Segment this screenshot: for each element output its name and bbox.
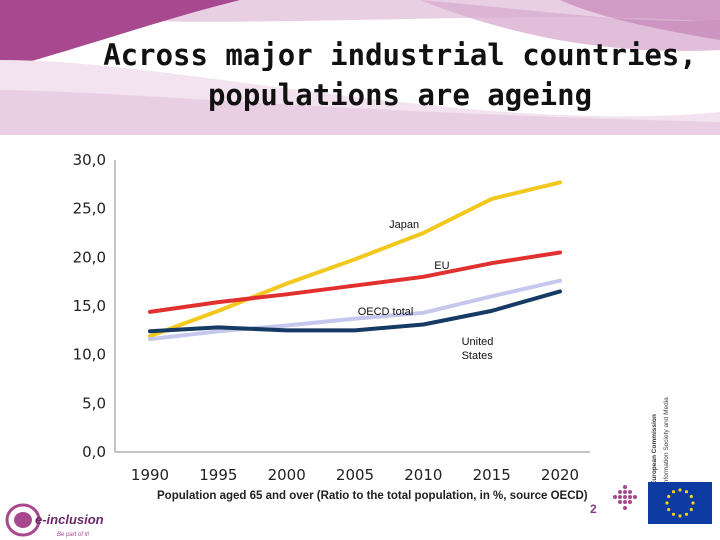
ec-side-text: European Commission Information Society … — [651, 397, 670, 485]
x-tick-label: 2020 — [541, 466, 579, 484]
y-tick-label: 15,0 — [73, 297, 106, 315]
eu-flag-icon — [648, 482, 712, 524]
chart-caption: Population aged 65 and over (Ratio to th… — [157, 490, 588, 502]
x-tick-label: 2000 — [268, 466, 306, 484]
page-number: 2 — [590, 502, 597, 516]
header-decoration — [0, 0, 720, 135]
y-tick-label: 10,0 — [73, 346, 106, 364]
x-tick-label: 1990 — [131, 466, 169, 484]
series-line-oecd-total — [148, 278, 562, 342]
x-tick-labels: 1990 1995 2000 2005 2010 2015 2020 — [131, 466, 579, 484]
series-annotations: Japan EU OECD total United States — [358, 219, 494, 362]
series-annotation: United States — [462, 336, 494, 362]
y-tick-label: 30,0 — [73, 151, 106, 169]
slide-header: Across major industrial countries, popul… — [0, 0, 720, 135]
y-tick-label: 20,0 — [73, 248, 106, 266]
series-annotation: OECD total — [358, 306, 414, 318]
y-tick-label: 0,0 — [82, 443, 106, 461]
series-line-united-states — [148, 289, 562, 334]
series-annotation: Japan — [389, 219, 419, 231]
title-line-2: populations are ageing — [207, 78, 593, 112]
y-tick-label: 25,0 — [73, 200, 106, 218]
y-tick-label: 5,0 — [82, 394, 106, 412]
series-lines — [148, 180, 562, 342]
x-tick-label: 2005 — [336, 466, 374, 484]
series-line-japan — [148, 180, 562, 339]
logo-tagline: Be part of it! — [57, 532, 90, 538]
ec-dg: Information Society and Media — [663, 397, 670, 485]
logo-text: e-inclusion — [35, 512, 104, 527]
title-line-1: Across major industrial countries, — [103, 38, 697, 72]
dots-emblem — [613, 485, 637, 510]
x-tick-label: 1995 — [199, 466, 237, 484]
slide-title: Across major industrial countries, popul… — [60, 35, 720, 115]
series-annotation: EU — [434, 260, 449, 272]
ec-name: European Commission — [651, 414, 658, 485]
x-tick-label: 2015 — [473, 466, 511, 484]
e-inclusion-logo: e-inclusion Be part of it! — [5, 503, 104, 538]
y-tick-labels: 0,0 5,0 10,0 15,0 20,0 25,0 30,0 — [73, 151, 106, 461]
x-tick-label: 2010 — [404, 466, 442, 484]
series-line-eu — [148, 250, 562, 314]
